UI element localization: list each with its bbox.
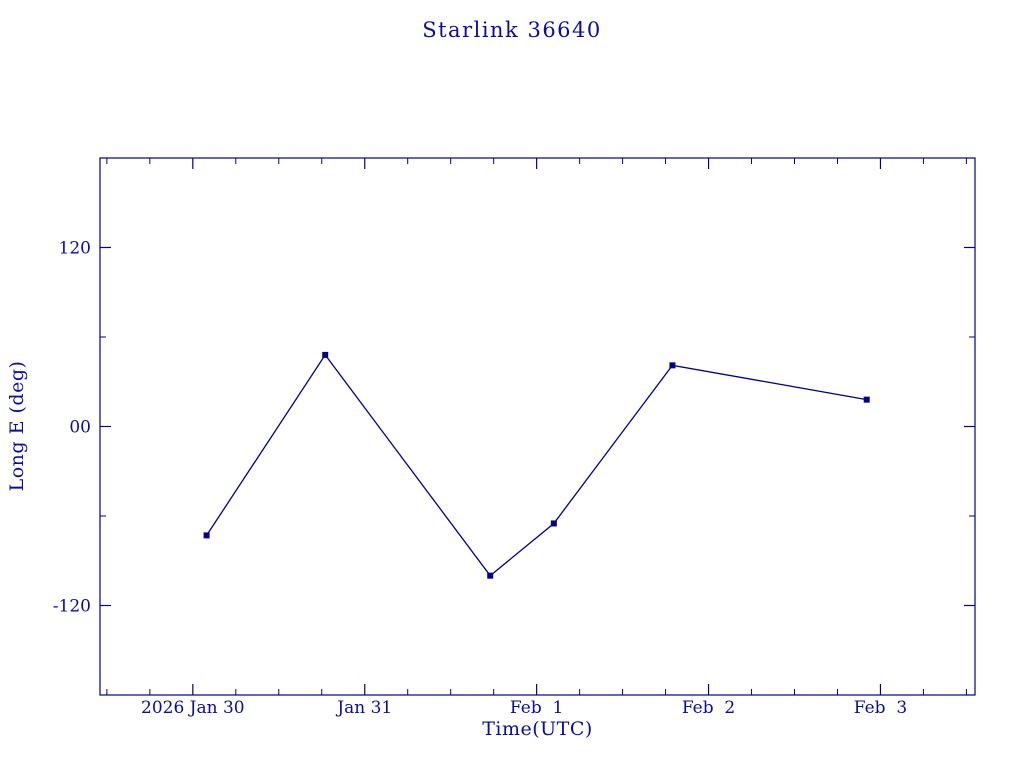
x-tick-label: Jan 31 — [335, 698, 392, 718]
plot-frame — [99, 157, 976, 696]
x-tick-label: Feb 1 — [510, 698, 563, 718]
data-line — [206, 353, 867, 577]
chart-title: Starlink 36640 — [422, 18, 602, 42]
y-tick-label: 00 — [69, 418, 91, 438]
data-point-marker — [863, 396, 870, 403]
y-tick-label: 120 — [59, 239, 91, 259]
data-point-marker — [322, 351, 329, 358]
data-point-marker — [203, 532, 210, 539]
data-point-marker — [487, 572, 494, 579]
data-point-marker — [550, 520, 557, 527]
x-tick-label: Feb 2 — [682, 698, 735, 718]
x-axis-label: Time(UTC) — [482, 718, 593, 740]
x-tick-label: Feb 3 — [854, 698, 907, 718]
x-tick-label: 2026 Jan 30 — [141, 698, 245, 718]
y-axis-label: Long E (deg) — [6, 360, 28, 492]
y-tick-label: -120 — [53, 597, 91, 617]
data-point-marker — [669, 362, 676, 369]
